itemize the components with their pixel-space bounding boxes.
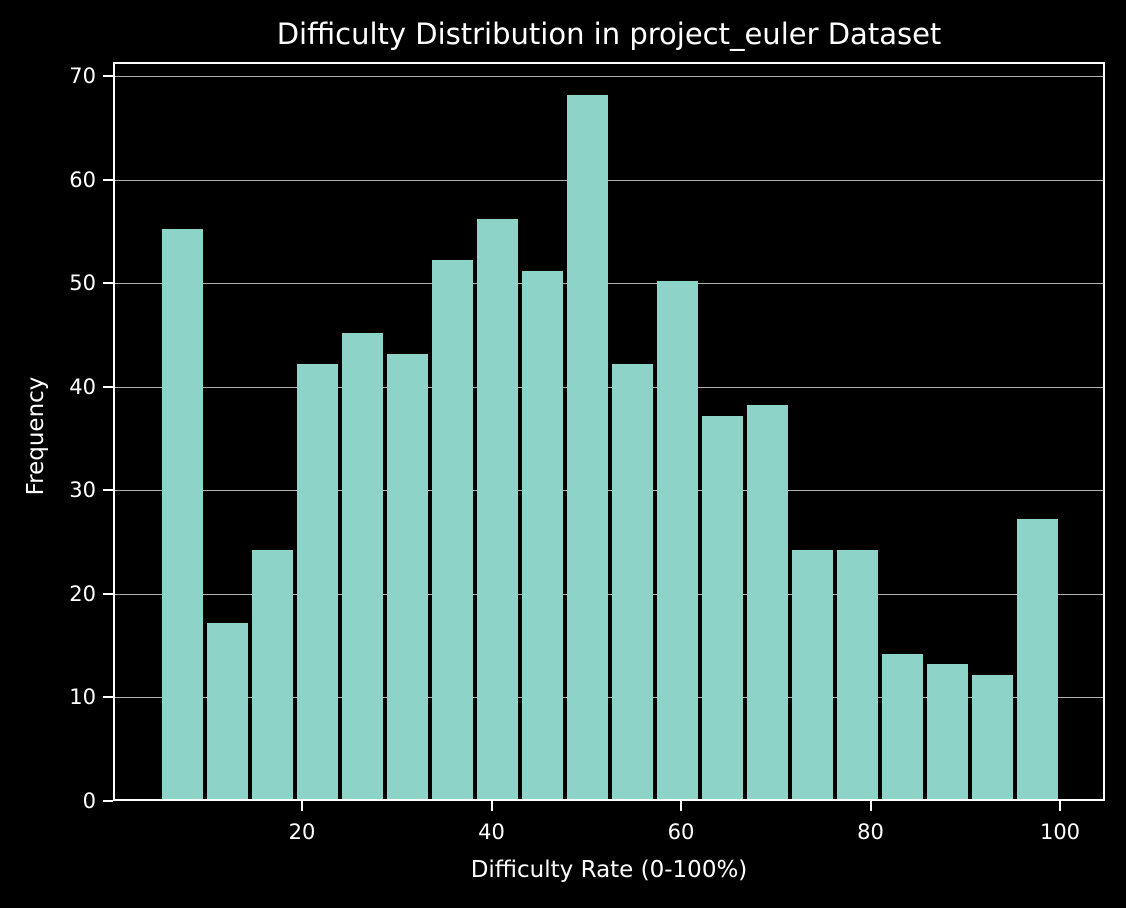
y-tick — [103, 282, 113, 285]
histogram-bar — [521, 270, 563, 799]
histogram-bar — [386, 353, 428, 799]
x-tick-label: 100 — [1039, 820, 1081, 844]
histogram-bar — [926, 664, 968, 799]
gridline — [115, 490, 1103, 492]
histogram-bar — [296, 364, 338, 799]
x-tick — [869, 801, 872, 811]
histogram-bar — [656, 281, 698, 799]
gridline — [115, 593, 1103, 595]
histogram-bar — [206, 622, 248, 799]
y-tick — [103, 592, 113, 595]
y-tick — [103, 178, 113, 181]
y-tick-label: 10 — [69, 685, 96, 710]
y-tick-label: 60 — [69, 167, 96, 192]
histogram-bar — [836, 550, 878, 799]
y-tick-label: 20 — [69, 581, 96, 606]
y-axis-label: Frequency — [23, 376, 49, 496]
y-tick-label: 30 — [69, 478, 96, 503]
histogram-bar — [971, 674, 1013, 799]
x-tick-label: 20 — [288, 820, 316, 844]
y-tick — [103, 800, 113, 802]
y-tick-label: 70 — [69, 64, 96, 88]
gridline — [115, 76, 1103, 77]
gridline — [115, 697, 1103, 699]
y-tick — [103, 489, 113, 492]
x-tick — [680, 801, 682, 811]
histogram-bar — [611, 364, 653, 799]
x-tick-label: 60 — [667, 820, 695, 844]
y-tick-label: 0 — [82, 789, 96, 813]
chart-title: Difficulty Distribution in project_euler… — [276, 17, 942, 51]
histogram-bar — [431, 260, 473, 799]
x-axis-label: Difficulty Rate (0-100%) — [470, 857, 748, 883]
gridline — [115, 283, 1103, 285]
histogram-bar — [701, 415, 743, 799]
y-tick — [103, 385, 113, 388]
x-tick-label: 80 — [857, 820, 884, 844]
histogram-bar — [1016, 519, 1058, 799]
histogram-bar — [881, 654, 923, 799]
y-tick — [103, 75, 113, 77]
histogram-bar — [341, 332, 383, 799]
gridline — [115, 386, 1103, 388]
x-tick — [301, 801, 303, 811]
histogram-bar — [746, 405, 788, 799]
y-tick-label: 50 — [69, 271, 96, 296]
histogram-bar — [791, 550, 833, 799]
y-tick-label: 40 — [69, 374, 96, 399]
y-tick — [103, 696, 113, 699]
histogram-bar — [476, 219, 518, 799]
histogram-bar — [251, 550, 293, 799]
histogram-bar — [566, 94, 608, 799]
x-tick — [490, 801, 493, 811]
x-tick — [1059, 801, 1061, 811]
gridline — [115, 179, 1103, 181]
histogram-bar — [161, 229, 203, 799]
plot-area — [113, 62, 1105, 801]
x-tick-label: 40 — [478, 820, 505, 844]
